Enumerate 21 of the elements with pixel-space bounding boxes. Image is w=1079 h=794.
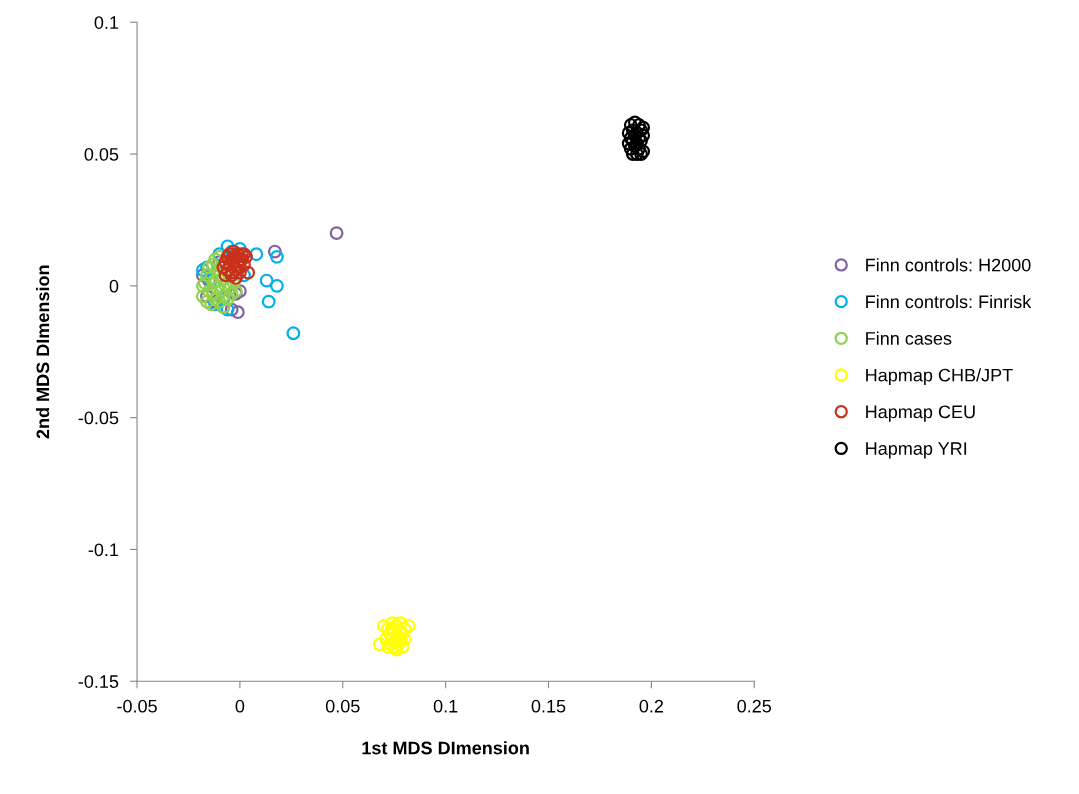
- x-tick-label: -0.05: [117, 699, 157, 713]
- x-tick-label: 0.1: [433, 699, 458, 713]
- legend-label: Finn controls: Finrisk: [866, 294, 1032, 309]
- legend-label: Hapmap CEU: [866, 405, 975, 422]
- y-tick-label: 0.05: [84, 147, 119, 161]
- legend-label: Finn controls: H2000: [866, 258, 1031, 272]
- x-axis-title: 1st MDS DImension: [362, 741, 529, 755]
- legend-label: Hapmap YRI: [866, 442, 967, 459]
- legend-label: Hapmap CHB/JPT: [866, 368, 1013, 386]
- y-tick-label: 0: [109, 279, 119, 293]
- x-tick-label: 0.25: [737, 699, 772, 713]
- x-tick-label: 0.15: [531, 699, 566, 713]
- y-tick-label: 0.1: [94, 16, 119, 29]
- y-tick-label: -0.15: [78, 675, 119, 688]
- legend-label: Finn cases: [866, 331, 952, 345]
- y-axis-title: 2nd MDS DImension: [36, 265, 50, 439]
- y-tick-label: -0.1: [88, 543, 119, 557]
- x-tick-label: 0.2: [639, 699, 663, 713]
- x-tick-label: 0: [235, 699, 245, 713]
- y-tick-label: -0.05: [78, 411, 119, 425]
- x-tick-label: 0.05: [325, 699, 360, 713]
